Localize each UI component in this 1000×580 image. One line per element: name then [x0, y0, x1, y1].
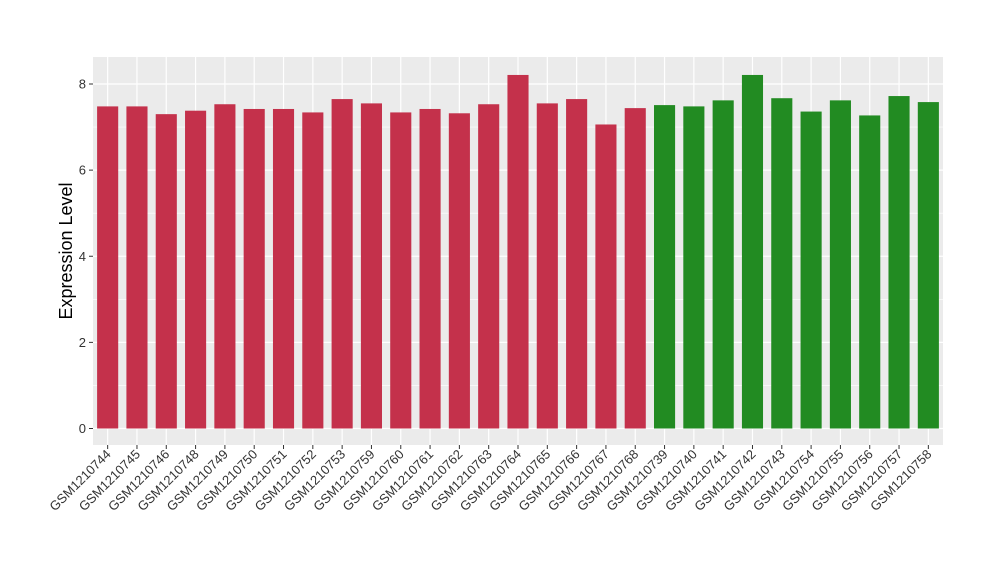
- bar: [448, 113, 470, 429]
- bar: [683, 106, 705, 429]
- bar: [155, 114, 177, 429]
- bar: [800, 111, 822, 429]
- bar: [654, 105, 676, 429]
- y-tick-label: 4: [79, 249, 86, 264]
- bar: [566, 99, 588, 429]
- y-tick-label: 8: [79, 77, 86, 92]
- bar: [331, 99, 353, 429]
- bar: [419, 108, 441, 429]
- y-axis-title: Expression Level: [56, 182, 76, 319]
- y-tick-label: 6: [79, 163, 86, 178]
- bar: [829, 100, 851, 429]
- bar: [917, 102, 939, 429]
- y-axis: 0 2 4 6 8: [79, 77, 93, 436]
- bar: [360, 103, 382, 429]
- bar: [536, 103, 558, 429]
- bar: [712, 100, 734, 429]
- bar: [595, 124, 617, 429]
- bar: [126, 106, 148, 429]
- bar: [624, 108, 646, 429]
- bar: [390, 112, 412, 429]
- x-axis: GSM1210744GSM1210745GSM1210746GSM1210748…: [46, 445, 934, 514]
- bar: [888, 96, 910, 429]
- y-tick-label: 0: [79, 421, 86, 436]
- bar: [859, 115, 881, 429]
- bar: [771, 98, 793, 429]
- y-tick-label: 2: [79, 335, 86, 350]
- bar: [243, 108, 265, 429]
- bar: [272, 108, 295, 429]
- bars: [97, 74, 939, 429]
- bar: [507, 74, 529, 429]
- bar: [741, 74, 764, 429]
- bar: [214, 104, 236, 429]
- bar: [302, 112, 324, 429]
- bar: [185, 110, 207, 429]
- bar: [478, 104, 500, 429]
- bar: [97, 106, 119, 429]
